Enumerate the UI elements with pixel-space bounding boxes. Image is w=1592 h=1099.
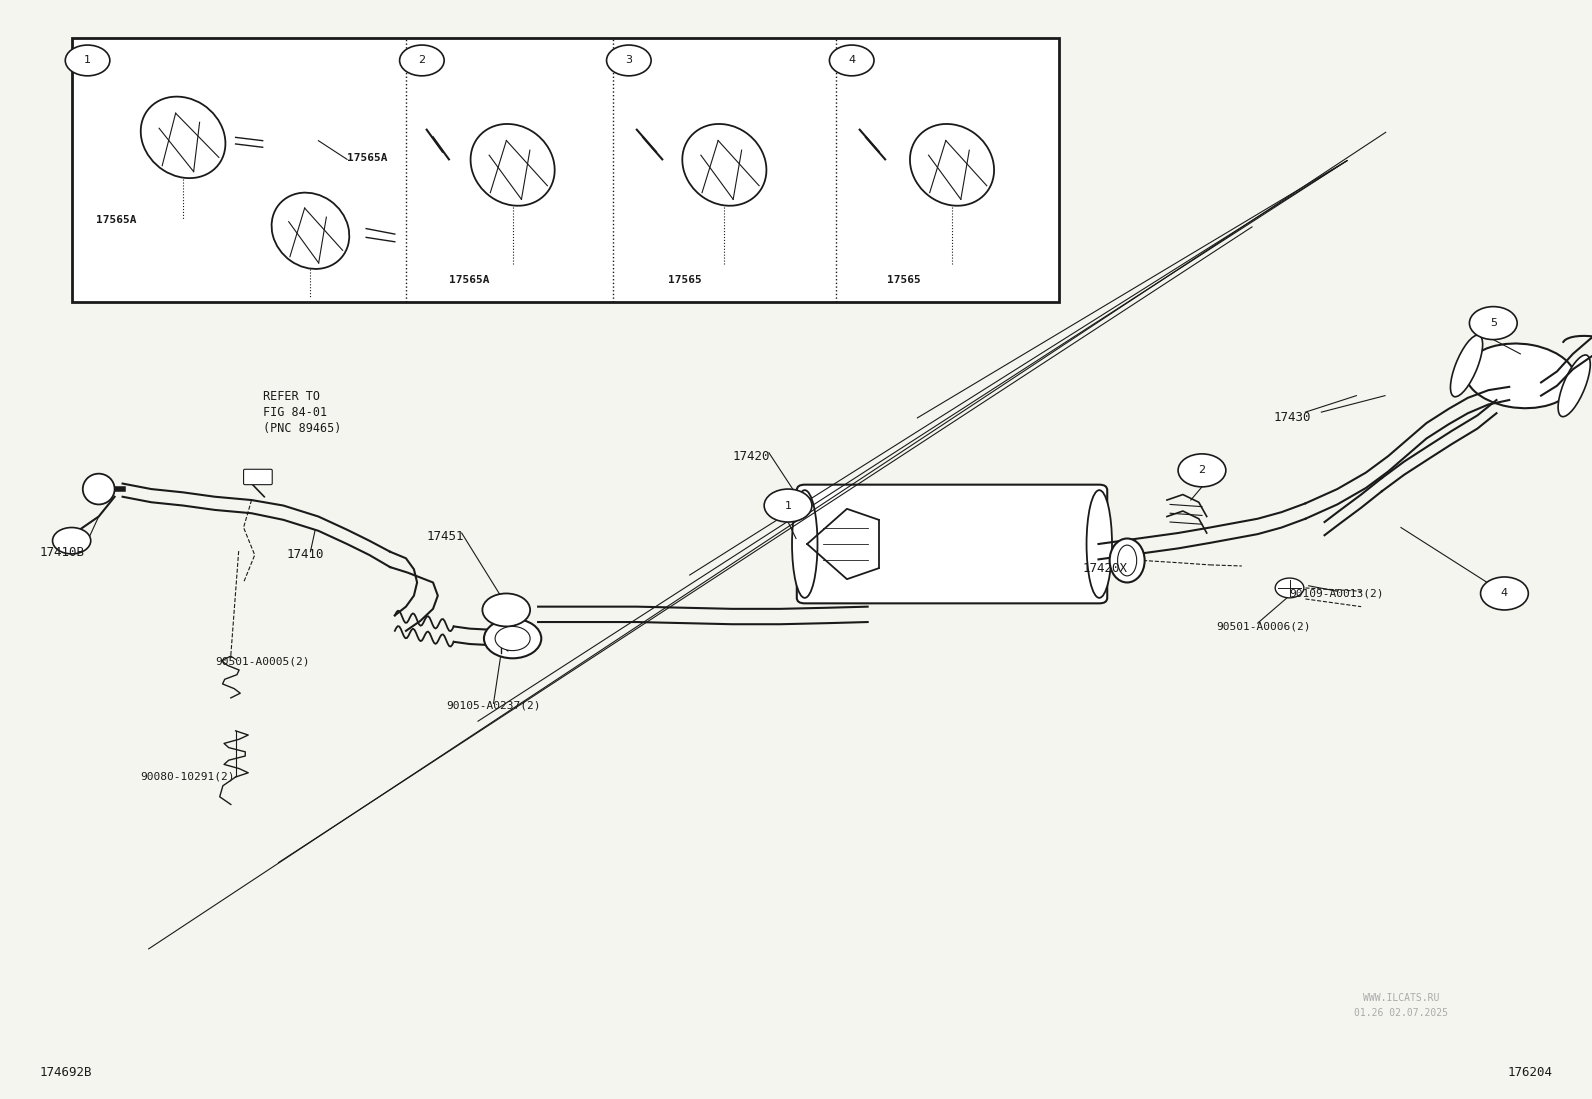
Circle shape [1178,454,1226,487]
Text: 17420: 17420 [732,449,771,463]
Circle shape [482,593,530,626]
Text: 90080-10291(2): 90080-10291(2) [140,771,234,782]
Ellipse shape [1465,344,1576,408]
Circle shape [1481,577,1528,610]
Bar [72,38,1059,302]
Ellipse shape [471,124,554,206]
Text: 17410: 17410 [287,548,325,562]
Ellipse shape [140,97,226,178]
Circle shape [764,489,812,522]
Text: 90501-A0005(2): 90501-A0005(2) [215,656,309,667]
Ellipse shape [272,192,349,269]
Text: 17565A: 17565A [449,275,490,286]
FancyBboxPatch shape [244,469,272,485]
Text: 90105-A0237(2): 90105-A0237(2) [446,700,540,711]
Circle shape [53,528,91,554]
Circle shape [1275,578,1304,598]
Text: 90501-A0006(2): 90501-A0006(2) [1216,621,1310,632]
Text: 17410B: 17410B [40,546,84,559]
Circle shape [400,45,444,76]
Text: 17430: 17430 [1274,411,1312,424]
Text: 17565A: 17565A [96,214,137,225]
Circle shape [607,45,651,76]
Text: 17451: 17451 [427,530,465,543]
Text: WWW.ILCATS.RU: WWW.ILCATS.RU [1363,992,1439,1003]
Text: 17565A: 17565A [347,153,387,164]
Text: 17420X: 17420X [1083,562,1127,575]
Text: 4: 4 [1501,588,1508,599]
FancyBboxPatch shape [796,485,1108,603]
Ellipse shape [911,124,993,206]
Ellipse shape [83,474,115,504]
Text: 4: 4 [849,55,855,66]
Ellipse shape [793,490,818,598]
Circle shape [484,619,541,658]
Circle shape [65,45,110,76]
Ellipse shape [1559,355,1590,417]
Ellipse shape [1118,545,1137,576]
Text: 1: 1 [84,55,91,66]
Text: 2: 2 [1199,465,1205,476]
Ellipse shape [1110,539,1145,582]
Text: REFER TO
FIG 84-01
(PNC 89465): REFER TO FIG 84-01 (PNC 89465) [263,390,341,434]
Text: 3: 3 [626,55,632,66]
Ellipse shape [1086,490,1113,598]
Circle shape [1469,307,1517,340]
Ellipse shape [683,124,766,206]
Text: 5: 5 [1490,318,1496,329]
Text: 17565: 17565 [667,275,702,286]
Text: 176204: 176204 [1508,1066,1552,1079]
Circle shape [829,45,874,76]
Circle shape [495,626,530,651]
Text: 2: 2 [419,55,425,66]
Text: 17565: 17565 [887,275,922,286]
Text: 01.26 02.07.2025: 01.26 02.07.2025 [1353,1008,1449,1019]
Text: 1: 1 [785,500,791,511]
Text: 174692B: 174692B [40,1066,92,1079]
Ellipse shape [1450,335,1482,397]
Text: 90109-A0013(2): 90109-A0013(2) [1290,588,1383,599]
